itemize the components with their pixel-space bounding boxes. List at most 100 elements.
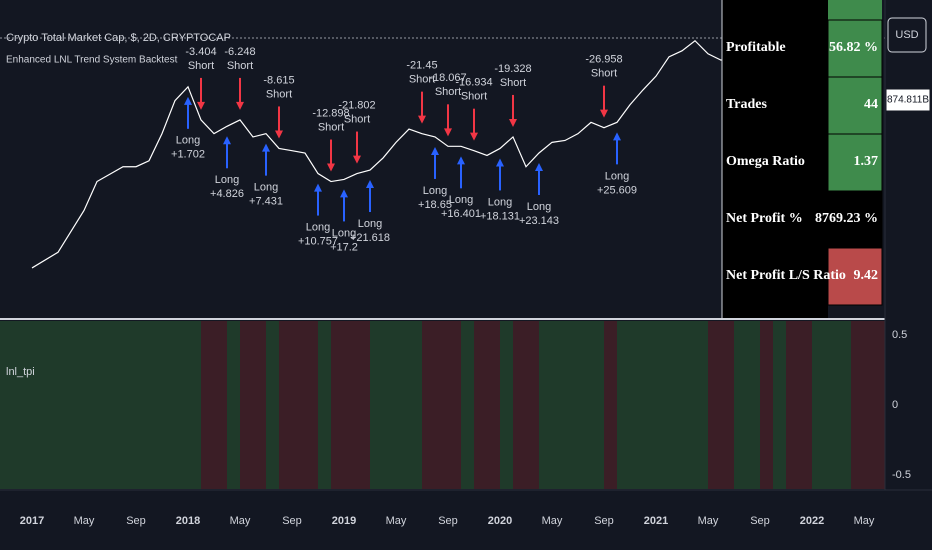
row-label: Omega Ratio [726, 154, 805, 169]
price-panel: Long +1.702 Short -3.404 Long +4.826 Short -6.2… [31, 24, 878, 269]
trade-side: Long [449, 194, 473, 206]
signal-band [227, 321, 240, 489]
arrow-head [444, 128, 452, 137]
arrow-head [470, 132, 478, 141]
arrow-head [600, 109, 608, 118]
arrow-head [236, 101, 244, 110]
value-cell [827, 247, 883, 306]
trade-side: Short [461, 91, 487, 103]
row-label: Profitable [726, 40, 786, 55]
arrow-head [418, 115, 426, 124]
arrow-head [223, 136, 231, 145]
trade-result: +16.401 [441, 208, 481, 220]
signal-band [422, 321, 461, 489]
table-bg [722, 0, 828, 318]
arrow-head [314, 183, 322, 192]
y-tick-label: -0.5 [892, 469, 911, 481]
trade-result: -26.958 [585, 54, 622, 66]
trade-result: +18.65 [418, 199, 452, 211]
price-label: 874.811B [887, 95, 929, 106]
signal-band [760, 321, 773, 489]
arrow-head [366, 180, 374, 189]
row-value: 8769.23 % [815, 211, 878, 226]
trade-side: Long [215, 174, 239, 186]
trade-side: Long [332, 227, 356, 239]
trade-result: -6.248 [224, 46, 255, 58]
indicator-name: Enhanced LNL Trend System Backtest [6, 55, 178, 66]
x-tick-label: 2020 [488, 515, 512, 527]
arrow-head [535, 163, 543, 171]
trade-result: +4.826 [210, 188, 244, 200]
trade-side: Short [500, 77, 526, 89]
trade-side: Short [409, 74, 435, 86]
x-tick-label: May [74, 515, 95, 527]
trade-side: Short [266, 88, 292, 100]
tpi-panel: lnl_tpi [0, 321, 885, 489]
row-value: 44 [864, 97, 878, 112]
signal-band [773, 321, 786, 489]
arrow-head [327, 163, 335, 172]
trade-side: Long [527, 201, 551, 213]
trade-result: -3.404 [185, 46, 216, 58]
signal-band [240, 321, 266, 489]
x-tick-label: Sep [750, 515, 770, 527]
trade-result: -21.802 [338, 99, 375, 111]
value-cell [827, 190, 883, 249]
trade-side: Long [358, 218, 382, 230]
arrow-head [496, 158, 504, 167]
x-tick-label: Sep [594, 515, 614, 527]
x-tick-label: 2019 [332, 515, 356, 527]
price-tag [885, 88, 931, 112]
x-tick-label: 2022 [800, 515, 824, 527]
arrow-head [431, 146, 439, 155]
row-label: Trades [726, 97, 768, 112]
x-tick-label: May [854, 515, 875, 527]
stats-table: Profitable 56.82 % Trades 44 Omega Ratio 1.37… [721, 0, 883, 318]
x-tick-label: Sep [126, 515, 146, 527]
signal-band [604, 321, 617, 489]
arrow-head [184, 96, 192, 105]
signal-band [851, 321, 885, 489]
signal-band [513, 321, 539, 489]
y-tick-label: 0.5 [892, 329, 907, 341]
y-tick-label: 0 [892, 399, 898, 411]
trade-result: -21.45 [406, 60, 437, 72]
arrow-head [197, 101, 205, 110]
signal-band [318, 321, 331, 489]
signal-band [734, 321, 760, 489]
trade-result: -19.328 [494, 63, 531, 75]
trade-result: +21.618 [350, 232, 390, 244]
signal-band [708, 321, 734, 489]
arrow-head [613, 132, 621, 141]
trade-result: -8.615 [263, 74, 294, 86]
signal-band [461, 321, 474, 489]
x-tick-label: 2017 [20, 515, 44, 527]
arrow-head [340, 189, 348, 198]
row-value: 1.37 [854, 154, 879, 169]
signal-band [617, 321, 708, 489]
trade-side: Short [344, 113, 370, 125]
currency[interactable]: USD [895, 29, 918, 41]
arrow-head [457, 156, 465, 165]
signal-band [331, 321, 370, 489]
arrow-head [353, 155, 361, 164]
arrow-head [275, 130, 283, 139]
signal-band [266, 321, 279, 489]
trade-side: Short [435, 86, 461, 98]
trade-result: +25.609 [597, 184, 637, 196]
trade-result: +10.757 [298, 235, 338, 247]
arrow-head [509, 118, 517, 127]
x-tick-label: May [542, 515, 563, 527]
row-label: Net Profit % [726, 211, 803, 226]
signal-band [812, 321, 851, 489]
trade-side: Long [254, 182, 278, 194]
arrow-head [262, 143, 270, 152]
signal-band [474, 321, 500, 489]
signal-band [786, 321, 812, 489]
trade-result: +23.143 [519, 215, 559, 227]
currency-button[interactable] [887, 17, 927, 53]
trade-result: -16.934 [455, 77, 492, 89]
trade-result: +1.702 [171, 149, 205, 161]
trade-result: +17.2 [330, 241, 358, 253]
